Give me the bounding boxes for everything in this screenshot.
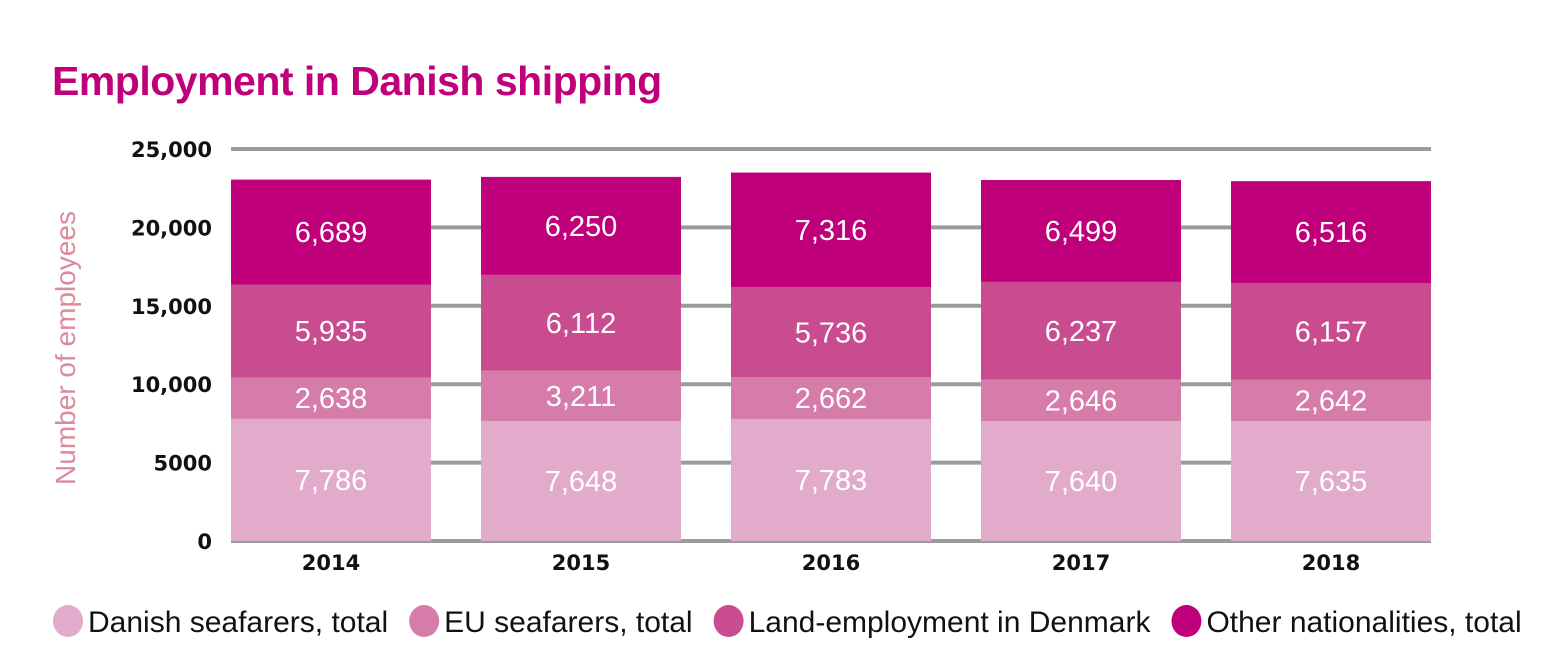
- chart-title: Employment in Danish shipping: [52, 58, 662, 104]
- bar-segment: [231, 377, 431, 419]
- bar-segment: [481, 370, 681, 422]
- data-label: 7,648: [545, 466, 618, 498]
- y-tick-label: 10,000: [131, 373, 212, 397]
- legend-label: Land-employment in Denmark: [749, 606, 1152, 639]
- bar-segment: [731, 418, 931, 541]
- bar-segment: [731, 172, 931, 288]
- data-label: 6,237: [1045, 316, 1118, 348]
- bar-segment: [981, 180, 1181, 282]
- bar-segment: [1231, 379, 1431, 422]
- data-label: 5,935: [295, 316, 368, 348]
- x-tick-label: 2018: [1302, 551, 1360, 575]
- bar-segment: [481, 274, 681, 371]
- legend-swatch: [409, 605, 440, 637]
- data-label: 6,112: [546, 308, 616, 340]
- y-tick-label: 5000: [154, 452, 212, 476]
- bar-segment: [481, 176, 681, 275]
- data-label: 6,516: [1295, 217, 1368, 249]
- bar-segment: [731, 287, 931, 378]
- bar-segment: [731, 377, 931, 419]
- legend-swatch: [53, 605, 83, 637]
- y-axis-label: Number of employees: [50, 211, 81, 485]
- legend-item: Land-employment in Denmark: [713, 605, 1152, 639]
- data-label: 2,646: [1045, 385, 1118, 417]
- legend-swatch: [1171, 605, 1202, 637]
- data-label: 2,642: [1295, 386, 1368, 418]
- legend: Danish seafarers, total EU seafarers, tot…: [53, 605, 1522, 639]
- bar-segment: [981, 379, 1181, 422]
- y-tick-label: 0: [197, 530, 212, 554]
- data-label: 3,211: [546, 381, 616, 413]
- y-tick-label: 20,000: [131, 216, 212, 240]
- y-tick-label: 15,000: [131, 295, 212, 319]
- bar-segment: [231, 179, 431, 285]
- legend-label: Danish seafarers, total: [88, 606, 388, 639]
- bars: 7,786 2,638 5,935 6,689 7,648 3,211 6,112 6,250…: [231, 172, 1431, 541]
- y-tick-label: 25,000: [131, 138, 212, 162]
- x-tick-label: 2016: [802, 551, 860, 575]
- bar-segment: [981, 421, 1181, 541]
- data-label: 7,783: [795, 465, 868, 497]
- bar-segment: [981, 281, 1181, 380]
- bar-segment: [231, 284, 431, 378]
- legend-label: Other nationalities, total: [1206, 606, 1521, 639]
- data-label: 7,640: [1045, 466, 1118, 498]
- data-label: 6,157: [1295, 317, 1368, 349]
- legend-label: EU seafarers, total: [444, 606, 692, 639]
- bar-segment: [481, 421, 681, 541]
- data-label: 6,499: [1045, 216, 1118, 248]
- bar-segment: [231, 418, 431, 541]
- x-tick-label: 2015: [552, 551, 610, 575]
- legend-item: Other nationalities, total: [1171, 605, 1522, 639]
- data-label: 5,736: [795, 317, 868, 349]
- data-label: 7,316: [795, 215, 868, 247]
- data-label: 7,635: [1295, 466, 1368, 498]
- bar-segment: [1231, 181, 1431, 284]
- x-axis-ticks: 2014 2015 2016 2017 2018: [302, 551, 1360, 575]
- data-label: 2,638: [295, 383, 368, 415]
- legend-item: EU seafarers, total: [409, 605, 693, 639]
- data-label: 6,250: [545, 211, 618, 243]
- legend-swatch: [713, 605, 744, 637]
- bar-segment: [1231, 283, 1431, 380]
- data-label: 6,689: [295, 217, 368, 249]
- bar-segment: [1231, 421, 1431, 541]
- legend-item: Danish seafarers, total: [53, 605, 388, 639]
- y-axis-ticks: 0 5000 10,000 15,000 20,000 25,000: [131, 138, 212, 554]
- data-label: 2,662: [795, 383, 868, 415]
- x-tick-label: 2017: [1052, 551, 1110, 575]
- data-label: 7,786: [295, 465, 368, 497]
- x-tick-label: 2014: [302, 551, 360, 575]
